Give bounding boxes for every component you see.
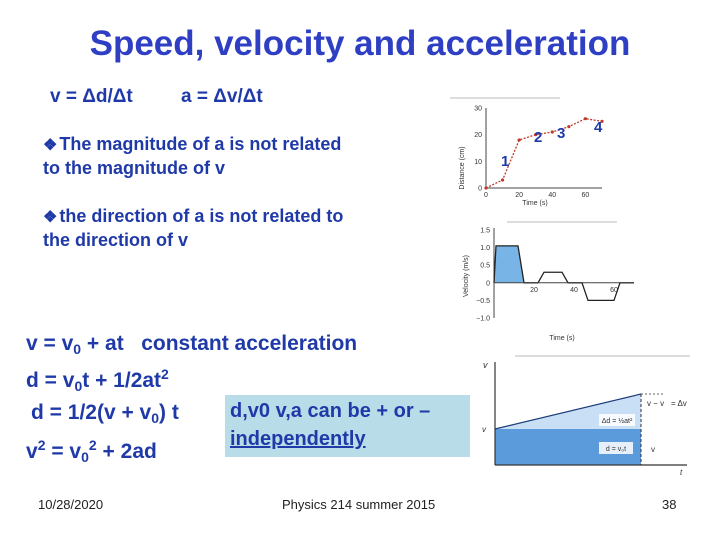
bullet-1-line-1: The magnitude of a is not related [59, 134, 342, 154]
g1-data-point [484, 186, 488, 190]
g3-v0-right-label: v [651, 445, 655, 454]
g3-v-minus-label: v − v [647, 399, 664, 408]
equation-average-velocity: d = 1/2(v + v0) t [31, 401, 179, 426]
slide-title: Speed, velocity and acceleration [89, 24, 631, 63]
g1-x-tick-label: 0 [484, 192, 488, 199]
g3-v-axis-label: v [483, 360, 488, 370]
g1-y-ticks: 30 20 10 0 [474, 106, 482, 193]
diamond-bullet-icon: ❖ [43, 209, 58, 226]
equation-velocity: v = v0 + at constant acceleration [26, 332, 358, 357]
g2-y-tick-label: 1.0 [480, 245, 490, 252]
g2-series-area [494, 245, 524, 283]
g1-x-ticks: 0 20 40 60 [484, 192, 589, 199]
velocity-time-graph: Velocity (m/s) Time (s) 1.5 1.0 0.5 0 −0.5 −1… [463, 221, 634, 342]
callout-line-1: d,v0 v,a can be + or – [230, 400, 431, 422]
equation-velocity-squared: v2 = v02 + 2ad [26, 437, 157, 465]
g1-xlabel: Time (s) [522, 200, 547, 207]
distance-time-graph: Distance (cm) Time (s) 30 20 10 0 0 20 40 60 1… [450, 97, 604, 207]
footer-date: 10/28/2020 [38, 497, 104, 512]
g2-y-ticks: 1.5 1.0 0.5 0 −0.5 −1.0 [476, 228, 490, 323]
equation-displacement: d = v0t + 1/2at2 [26, 366, 169, 394]
g2-y-tick-label: 1.5 [480, 228, 490, 235]
velocity-line [494, 393, 642, 430]
g1-data-point [534, 133, 538, 137]
d-label: d = v₀t [606, 446, 626, 453]
g2-series-line [493, 245, 634, 302]
g1-ylabel: Distance (cm) [459, 146, 466, 189]
g3-t-label: t [680, 468, 683, 477]
g2-x-ticks: 20 40 60 [530, 287, 618, 294]
g1-data-point [550, 130, 554, 134]
g1-y-tick-label: 10 [474, 159, 482, 166]
g1-points [484, 117, 604, 190]
g2-x-tick-label: 40 [570, 287, 578, 294]
g1-y-tick-label: 0 [478, 186, 482, 193]
callout-line-2: independently [230, 428, 366, 450]
g1-x-tick-label: 60 [582, 192, 590, 199]
g1-x-tick-label: 40 [548, 192, 556, 199]
d-label-bg [599, 442, 633, 454]
footer-page-number: 38 [662, 497, 677, 512]
g2-y-tick-label: −1.0 [476, 316, 490, 323]
constant-acceleration-graph: v v v − v = Δv v t Δd = ½at² d = v₀t [482, 355, 690, 477]
g1-point-label-1: 1 [501, 153, 509, 170]
g1-y-tick-label: 20 [474, 132, 482, 139]
bullet-1-line-2: to the magnitude of v [43, 158, 225, 178]
g1-point-label-2: 2 [534, 129, 542, 146]
bullet-2-line-2: the direction of v [43, 230, 189, 250]
g2-x-tick-label: 60 [610, 287, 618, 294]
bullet-2: ❖ the direction of a is not related to th… [43, 205, 423, 251]
footer-course: Physics 214 summer 2015 [282, 497, 436, 512]
g2-x-tick-label: 20 [530, 287, 538, 294]
g1-data-point [600, 119, 604, 123]
g2-ylabel: Velocity (m/s) [463, 255, 470, 297]
velocity-definition: v = Δd/Δt [50, 86, 133, 107]
g1-point-label-4: 4 [594, 119, 603, 136]
bullet-1: ❖ The magnitude of a is not related to th… [43, 133, 403, 179]
g1-data-point [517, 138, 521, 142]
g3-v0-label: v [482, 425, 487, 434]
g2-y-tick-label: 0 [486, 280, 490, 287]
callout-box: d,v0 v,a can be + or – independently [225, 395, 470, 457]
g2-xlabel: Time (s) [549, 335, 574, 342]
g1-series-line [485, 117, 603, 189]
g2-y-tick-label: 0.5 [480, 263, 490, 270]
g1-data-point [500, 178, 505, 182]
g1-point-label-3: 3 [557, 125, 565, 142]
g1-data-point [583, 117, 588, 121]
g3-dv-label: = Δv [671, 399, 687, 408]
g2-y-tick-label: −0.5 [476, 298, 490, 305]
g1-data-point [567, 125, 571, 129]
delta-d-label-bg [599, 414, 635, 426]
g1-y-tick-label: 30 [474, 106, 482, 113]
g1-x-tick-label: 20 [515, 192, 523, 199]
delta-d-label: Δd = ½at² [602, 417, 633, 425]
acceleration-definition: a = Δv/Δt [181, 86, 263, 107]
bullet-2-line-1: the direction of a is not related to [59, 206, 344, 226]
diamond-bullet-icon: ❖ [43, 137, 58, 154]
